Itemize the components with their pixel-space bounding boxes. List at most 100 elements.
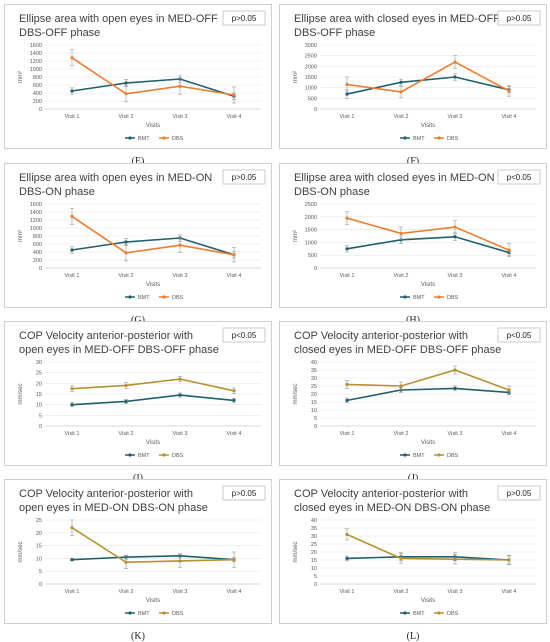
y-tick-label: 25 xyxy=(36,371,42,377)
y-axis-label: mm² xyxy=(18,71,24,83)
legend-label: DBS xyxy=(447,136,459,142)
x-tick-label: Visit 3 xyxy=(173,589,188,595)
data-point xyxy=(70,387,74,391)
data-point xyxy=(232,558,236,562)
y-tick-label: 10 xyxy=(311,408,317,414)
data-point xyxy=(70,558,74,562)
legend-label: DBS xyxy=(447,611,459,617)
chart-svg: Ellipse area with open eyes in MED-OFF DB… xyxy=(18,10,266,142)
legend-marker xyxy=(162,136,166,140)
data-point xyxy=(178,393,182,397)
data-point xyxy=(232,398,236,402)
chart-panel: Ellipse area with closed eyes in MED-ON D… xyxy=(279,163,547,308)
x-tick-label: Visit 4 xyxy=(502,431,517,437)
legend-marker xyxy=(162,611,166,615)
data-point xyxy=(399,80,403,84)
y-tick-label: 600 xyxy=(33,83,42,89)
y-tick-label: 5 xyxy=(314,574,317,580)
series-line-dbs xyxy=(346,61,510,93)
data-point xyxy=(232,93,236,97)
data-point xyxy=(178,84,182,88)
panel-label: (I) xyxy=(4,473,272,484)
x-axis-label: Visits xyxy=(421,123,435,129)
pvalue-label: p>0.05 xyxy=(232,173,257,182)
data-point xyxy=(345,247,349,251)
y-tick-label: 10 xyxy=(36,403,42,409)
y-tick-label: 2500 xyxy=(305,54,317,60)
data-point xyxy=(124,92,128,96)
y-tick-label: 20 xyxy=(36,531,42,537)
legend-marker xyxy=(403,611,407,615)
chart-title-line: open eyes in MED-OFF DBS-OFF phase xyxy=(19,344,219,356)
series-line-bmt xyxy=(346,235,510,254)
legend-marker xyxy=(128,295,132,299)
y-tick-label: 40 xyxy=(311,360,317,366)
data-point xyxy=(345,382,349,386)
y-tick-label: 3000 xyxy=(305,43,317,49)
y-tick-label: 1500 xyxy=(305,75,317,81)
x-tick-label: Visit 4 xyxy=(502,273,517,279)
chart-title-line: Ellipse area with open eyes in MED-ON xyxy=(19,172,212,184)
y-tick-label: 5 xyxy=(314,416,317,422)
chart-title-line: DBS-ON phase xyxy=(294,186,370,198)
data-point xyxy=(70,248,74,252)
x-tick-label: Visit 3 xyxy=(173,431,188,437)
x-axis-label: Visits xyxy=(146,282,160,288)
data-point xyxy=(124,560,128,564)
chart-panel: Ellipse area with closed eyes in MED-OFF… xyxy=(279,4,547,149)
data-point xyxy=(345,532,349,536)
legend-label: DBS xyxy=(172,136,184,142)
data-point xyxy=(453,75,457,79)
y-axis-label: mm/sec xyxy=(293,384,299,405)
pvalue-box xyxy=(497,485,541,501)
y-tick-label: 1000 xyxy=(30,226,42,232)
chart-title-line: COP Velocity anterior-posterior with xyxy=(19,488,193,500)
chart-svg: Ellipse area with open eyes in MED-ON DBS… xyxy=(18,169,266,301)
y-tick-label: 20 xyxy=(311,550,317,556)
x-tick-label: Visit 1 xyxy=(65,273,80,279)
y-tick-label: 15 xyxy=(311,558,317,564)
legend-label: DBS xyxy=(172,611,184,617)
chart-title-line: closed eyes in MED-OFF DBS-OFF phase xyxy=(294,344,501,356)
x-tick-label: Visit 1 xyxy=(65,114,80,120)
y-tick-label: 35 xyxy=(311,368,317,374)
series-line-dbs xyxy=(71,57,235,96)
data-point xyxy=(124,383,128,388)
legend-label: BMT xyxy=(138,295,150,301)
data-point xyxy=(507,558,511,562)
data-point xyxy=(507,388,511,392)
y-tick-label: 0 xyxy=(314,107,317,113)
x-axis-label: Visits xyxy=(421,440,435,446)
pvalue-box xyxy=(222,10,266,26)
y-tick-label: 0 xyxy=(39,582,42,588)
x-axis-label: Visits xyxy=(421,598,435,604)
y-tick-label: 40 xyxy=(311,518,317,524)
x-tick-label: Visit 4 xyxy=(502,114,517,120)
y-tick-label: 35 xyxy=(311,526,317,532)
y-tick-label: 25 xyxy=(311,384,317,390)
pvalue-label: p<0.05 xyxy=(507,331,532,340)
chart-title-line: Ellipse area with closed eyes in MED-ON xyxy=(294,172,495,184)
x-axis-label: Visits xyxy=(421,282,435,288)
panel-label: (K) xyxy=(131,631,145,642)
legend-marker xyxy=(128,453,132,457)
legend-marker xyxy=(403,136,407,140)
y-tick-label: 30 xyxy=(311,376,317,382)
panel-label: (E) xyxy=(131,156,145,167)
data-point xyxy=(232,389,236,393)
x-axis-label: Visits xyxy=(146,123,160,129)
legend-marker xyxy=(403,453,407,457)
panel-label: (G) xyxy=(4,315,272,326)
pvalue-label: p<0.05 xyxy=(507,173,532,182)
pvalue-box xyxy=(222,169,266,185)
legend-marker xyxy=(128,611,132,615)
data-point xyxy=(345,216,349,220)
data-point xyxy=(453,225,457,229)
legend-label: DBS xyxy=(172,453,184,459)
y-tick-label: 1200 xyxy=(30,59,42,65)
legend-marker xyxy=(437,611,441,615)
y-tick-label: 15 xyxy=(36,544,42,550)
y-tick-label: 600 xyxy=(33,242,42,248)
series-line-dbs xyxy=(346,369,510,391)
y-tick-label: 0 xyxy=(314,582,317,588)
